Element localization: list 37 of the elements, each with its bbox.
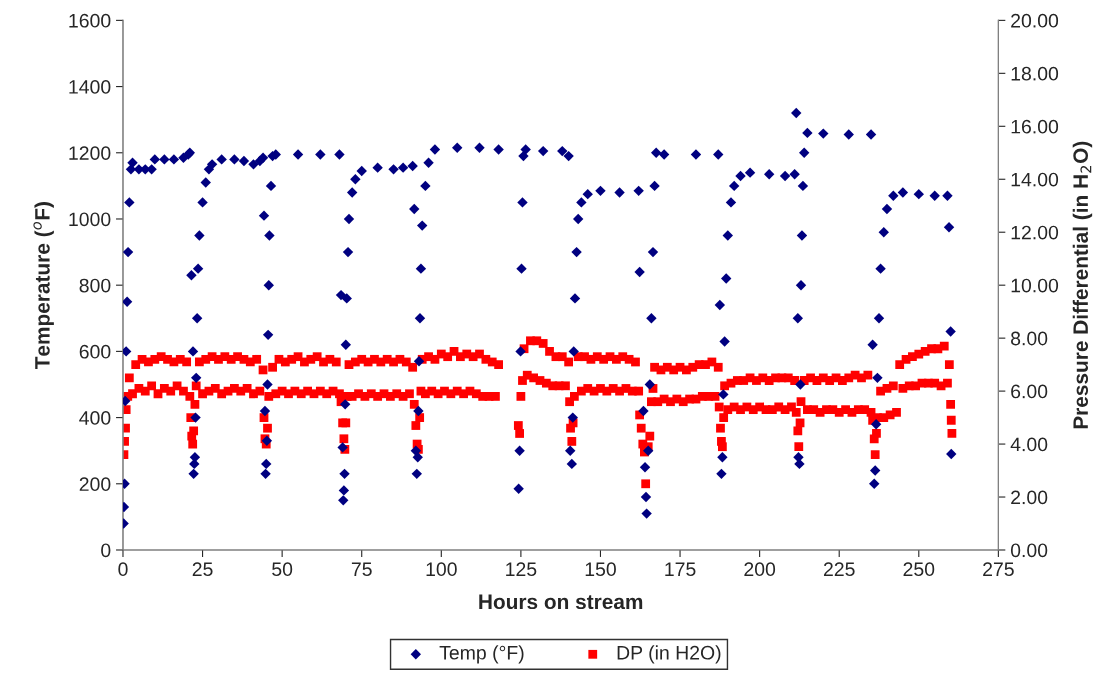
y-tick-label: 1400 (69, 80, 111, 94)
y2-tick-label: 20.00 (1011, 13, 1059, 28)
legend-label: DP (in H2O) (617, 645, 721, 664)
legend-label: Temp (°F) (439, 645, 524, 664)
x-tick-label: 0 (118, 562, 128, 577)
x-tick-label: 225 (823, 562, 855, 577)
x-tick-label: 200 (744, 562, 776, 577)
x-tick-label: 250 (903, 562, 935, 577)
y-tick-label: 1200 (69, 146, 111, 161)
x-tick-label: 75 (351, 562, 372, 577)
x-tick-label: 150 (585, 562, 616, 577)
y-tick-label: 800 (79, 278, 111, 293)
y-tick-label: 600 (79, 344, 111, 359)
y2-tick-label: 8.00 (1011, 331, 1048, 346)
x-tick-label: 275 (983, 562, 1014, 577)
y2-tick-label: 4.00 (1010, 437, 1048, 452)
y-axis-title: Temperature ($^{o}$F) (33, 202, 54, 370)
y-tick-label: 1000 (69, 212, 111, 227)
x-tick-label: 125 (506, 562, 537, 577)
x-tick-label: 50 (272, 562, 293, 577)
x-tick-label: 175 (665, 562, 696, 577)
y-tick-label: 0 (101, 543, 111, 558)
y2-tick-label: 16.00 (1011, 119, 1059, 134)
y-tick-label: 200 (79, 477, 111, 492)
y2-tick-label: 2.00 (1011, 490, 1048, 505)
x-tick-label: 100 (426, 562, 457, 577)
y2-tick-label: 6.00 (1011, 384, 1048, 399)
y2-tick-label: 18.00 (1011, 66, 1059, 81)
x-axis-title: Hours on stream (479, 594, 643, 610)
y-tick-label: 400 (79, 411, 111, 425)
y-tick-label: 1600 (69, 13, 111, 28)
y2-tick-label: 10.00 (1011, 278, 1059, 293)
x-tick-label: 25 (192, 562, 213, 577)
y2-tick-label: 14.00 (1011, 172, 1059, 187)
y2-tick-label: 12.00 (1011, 225, 1059, 240)
y2-axis-title: Pressure Differential (in H$_{2}$O) (1072, 141, 1093, 429)
y2-tick-label: 0.00 (1010, 543, 1048, 558)
